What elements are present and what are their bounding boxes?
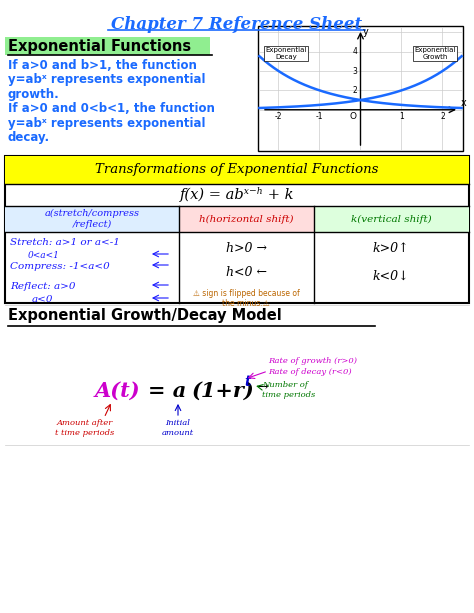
Text: Compress: -1<a<0: Compress: -1<a<0 (10, 262, 110, 271)
Text: a(stretch/compress
/reflect): a(stretch/compress /reflect) (45, 209, 139, 229)
Text: y=abˣ represents exponential: y=abˣ represents exponential (8, 117, 206, 130)
Text: Stretch: a>1 or a<-1: Stretch: a>1 or a<-1 (10, 238, 120, 247)
Text: Amount after: Amount after (57, 419, 113, 427)
Text: growth.: growth. (8, 88, 60, 101)
Text: -1: -1 (316, 112, 323, 121)
Text: y: y (363, 27, 368, 37)
Text: h(horizontal shift): h(horizontal shift) (199, 215, 293, 224)
Text: Exponential Functions: Exponential Functions (8, 39, 191, 54)
Text: x: x (461, 97, 467, 108)
Text: time periods: time periods (262, 391, 315, 399)
Text: ⚠ sign is flipped because of: ⚠ sign is flipped because of (193, 289, 300, 298)
Text: Exponential Growth/Decay Model: Exponential Growth/Decay Model (8, 308, 282, 323)
Text: the minus.⚠: the minus.⚠ (222, 299, 270, 308)
Bar (5, 156, 469, 184)
Text: 2: 2 (353, 86, 357, 95)
Text: Chapter 7 Reference Sheet: Chapter 7 Reference Sheet (111, 16, 363, 33)
Text: = a: = a (148, 381, 186, 401)
Text: decay.: decay. (8, 132, 50, 145)
Text: t: t (244, 375, 250, 389)
Text: Number of: Number of (262, 381, 308, 389)
Text: amount: amount (162, 429, 194, 437)
Text: -2: -2 (275, 112, 282, 121)
Text: Rate of growth (r>0): Rate of growth (r>0) (268, 357, 357, 365)
Text: Rate of decay (r<0): Rate of decay (r<0) (268, 368, 352, 376)
Bar (258, 26, 463, 151)
Text: t time periods: t time periods (55, 429, 115, 437)
Text: k>0↑: k>0↑ (373, 242, 410, 255)
Text: A(t): A(t) (95, 381, 141, 401)
Bar (5, 37, 210, 55)
Text: a<0: a<0 (32, 295, 54, 304)
Text: 0<a<1: 0<a<1 (28, 251, 60, 260)
Text: 1: 1 (399, 112, 404, 121)
Text: If a>0 and b>1, the function: If a>0 and b>1, the function (8, 59, 197, 72)
Text: 3: 3 (353, 66, 357, 75)
Text: Reflect: a>0: Reflect: a>0 (10, 282, 75, 291)
Bar (179, 206, 314, 232)
Text: O: O (349, 112, 356, 121)
Text: If a>0 and 0<b<1, the function: If a>0 and 0<b<1, the function (8, 102, 215, 115)
Text: Transformations of Exponential Functions: Transformations of Exponential Functions (95, 164, 379, 177)
Text: f(x) = abˣ⁻ʰ + k: f(x) = abˣ⁻ʰ + k (180, 188, 294, 202)
Text: →: → (256, 380, 268, 394)
Text: h<0 ←: h<0 ← (226, 266, 267, 279)
Text: k(vertical shift): k(vertical shift) (351, 215, 432, 224)
Bar (314, 206, 469, 232)
Text: 4: 4 (353, 47, 357, 56)
Text: k<0↓: k<0↓ (373, 270, 410, 283)
Bar (5, 156, 469, 303)
Text: Exponential
Decay: Exponential Decay (265, 47, 307, 60)
Text: 2: 2 (440, 112, 445, 121)
Text: Exponential
Growth: Exponential Growth (414, 47, 456, 60)
Text: h>0 →: h>0 → (226, 242, 267, 255)
Text: y=abˣ represents exponential: y=abˣ represents exponential (8, 74, 206, 86)
Text: (1+r): (1+r) (192, 381, 255, 401)
Bar (5, 206, 179, 232)
Text: Initial: Initial (165, 419, 191, 427)
